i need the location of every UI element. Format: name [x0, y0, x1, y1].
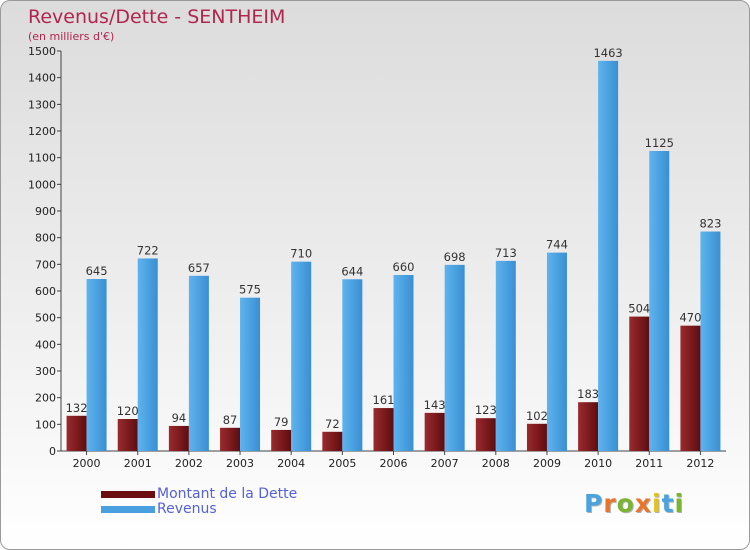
logo-letter: o [616, 489, 635, 518]
bar-debt-label: 72 [325, 417, 340, 431]
bar-revenus-label: 657 [188, 261, 210, 275]
bar-debt-label: 143 [424, 398, 446, 412]
proxiti-logo: Proxiti [584, 489, 684, 518]
bar-revenus-label: 713 [495, 246, 517, 260]
bar-revenus-label: 744 [546, 238, 568, 252]
bar-revenus-label: 823 [699, 217, 721, 231]
x-tick-label: 2007 [431, 457, 459, 470]
bar-debt-label: 94 [172, 411, 187, 425]
bar-revenus-label: 660 [393, 260, 415, 274]
bar-debt-label: 87 [223, 413, 238, 427]
legend-label-debt: Montant de la Dette [157, 486, 298, 502]
logo-letter: x [634, 489, 652, 518]
bar-debt-label: 79 [274, 415, 289, 429]
bar-revenus [393, 275, 414, 451]
y-tick-label: 0 [49, 445, 56, 458]
bar-revenus [598, 60, 619, 451]
chart-title: Revenus/Dette - SENTHEIM [28, 6, 286, 28]
logo-letter: r [603, 489, 617, 518]
x-tick-label: 2004 [277, 457, 305, 470]
bar-revenus [240, 297, 261, 451]
bar-revenus-label: 698 [444, 250, 466, 264]
bar-debt [578, 402, 599, 451]
bar-revenus [700, 231, 721, 451]
x-tick-label: 2001 [124, 457, 152, 470]
x-tick-label: 2009 [533, 457, 561, 470]
logo-letter: i [652, 489, 662, 518]
bar-revenus-label: 1125 [645, 136, 674, 150]
bar-debt-label: 120 [117, 404, 139, 418]
bar-revenus [444, 264, 465, 451]
y-tick-label: 400 [35, 338, 56, 351]
bar-debt [220, 427, 241, 451]
y-tick-label: 1500 [28, 45, 56, 58]
bar-revenus-label: 710 [290, 247, 312, 261]
y-tick-label: 300 [35, 365, 56, 378]
logo-letter: P [584, 489, 604, 518]
bar-debt [373, 408, 394, 451]
bar-revenus [188, 275, 209, 451]
x-tick-label: 2005 [328, 457, 356, 470]
x-tick-label: 2003 [226, 457, 254, 470]
bar-debt [322, 431, 343, 451]
y-tick-label: 700 [35, 258, 56, 271]
bar-debt [66, 415, 87, 451]
legend-swatch-debt [101, 491, 155, 498]
bar-revenus [342, 279, 363, 451]
bar-debt [168, 425, 189, 451]
bar-debt-label: 504 [628, 302, 650, 316]
x-tick-label: 2012 [686, 457, 714, 470]
y-tick-label: 800 [35, 232, 56, 245]
bar-debt-label: 123 [475, 403, 497, 417]
x-tick-label: 2000 [73, 457, 101, 470]
y-tick-label: 600 [35, 285, 56, 298]
chart-subtitle: (en milliers d'€) [28, 30, 115, 43]
bar-revenus-label: 1463 [593, 46, 622, 60]
y-tick-label: 100 [35, 418, 56, 431]
y-tick-label: 900 [35, 205, 56, 218]
bar-revenus-label: 645 [86, 264, 108, 278]
bar-revenus [649, 151, 670, 451]
bar-debt [629, 316, 650, 451]
logo-letter: t [661, 489, 675, 518]
legend-swatch-revenus [101, 506, 155, 513]
y-tick-label: 1300 [28, 98, 56, 111]
x-tick-label: 2010 [584, 457, 612, 470]
x-tick-label: 2002 [175, 457, 203, 470]
bar-revenus [546, 252, 567, 451]
bar-debt-label: 132 [66, 401, 88, 415]
bar-debt [680, 325, 701, 451]
y-tick-label: 1100 [28, 152, 56, 165]
y-tick-label: 200 [35, 392, 56, 405]
x-tick-label: 2008 [482, 457, 510, 470]
y-tick-label: 1000 [28, 178, 56, 191]
y-tick-label: 500 [35, 312, 56, 325]
bar-debt [271, 429, 292, 451]
bar-revenus [86, 279, 107, 451]
bar-debt [475, 418, 496, 451]
bar-debt-label: 470 [679, 311, 701, 325]
bar-revenus [291, 261, 312, 451]
bar-debt-label: 183 [577, 387, 599, 401]
y-tick-label: 1200 [28, 125, 56, 138]
bar-debt [424, 412, 445, 451]
y-tick-label: 1400 [28, 72, 56, 85]
bar-debt-label: 161 [373, 393, 395, 407]
bar-revenus-label: 575 [239, 283, 261, 297]
bar-revenus-label: 644 [341, 264, 363, 278]
x-tick-label: 2006 [380, 457, 408, 470]
bar-debt [117, 419, 138, 451]
bar-revenus [137, 258, 158, 451]
bar-revenus [495, 260, 516, 451]
logo-letter: i [674, 489, 685, 518]
bar-debt [526, 423, 547, 451]
legend-label-revenus: Revenus [157, 501, 217, 517]
bar-revenus-label: 722 [137, 243, 159, 257]
x-tick-label: 2011 [635, 457, 663, 470]
bar-debt-label: 102 [526, 409, 548, 423]
